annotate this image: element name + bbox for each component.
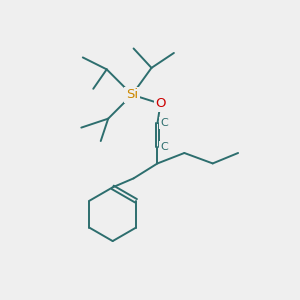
Text: C: C <box>160 142 168 152</box>
Text: C: C <box>160 118 168 128</box>
Text: Si: Si <box>126 88 138 101</box>
Text: O: O <box>155 97 166 110</box>
